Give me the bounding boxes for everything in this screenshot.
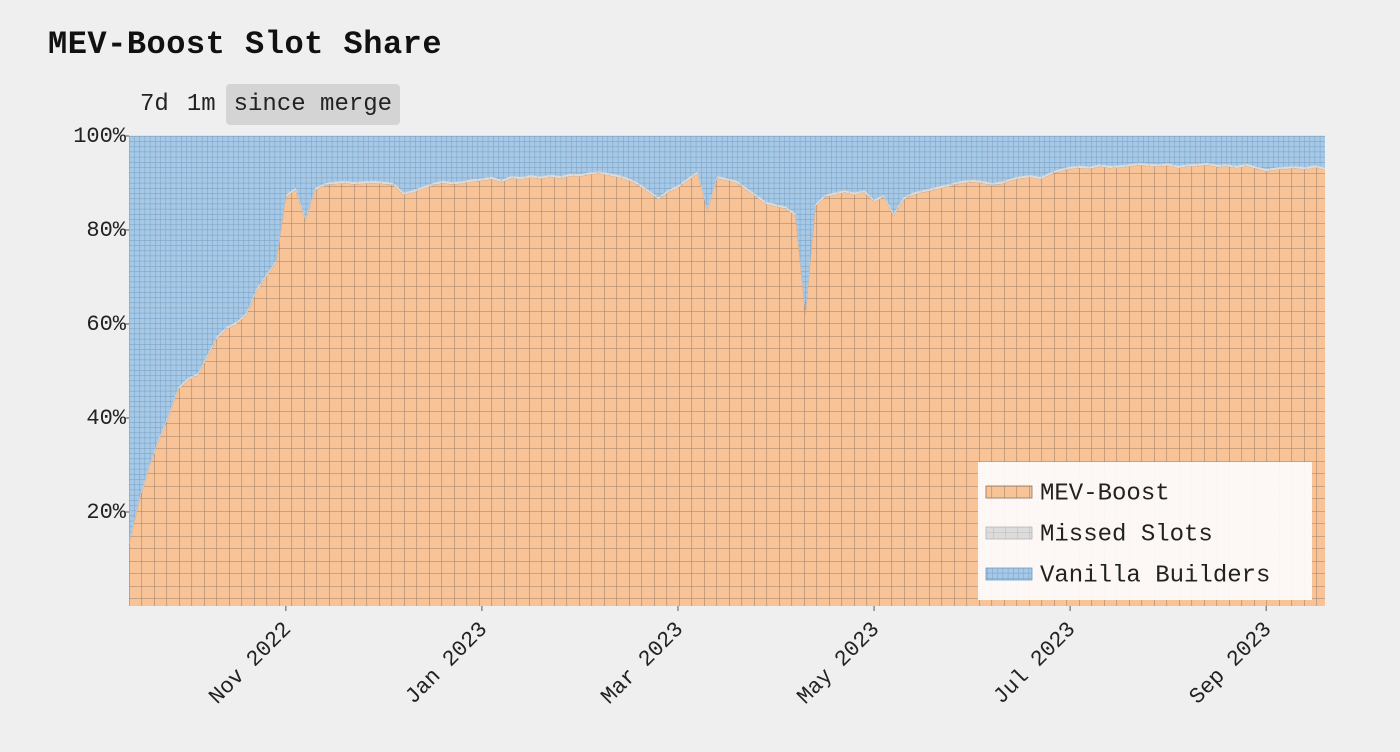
range-button[interactable]: since merge xyxy=(225,84,401,125)
y-tick-label: 60% xyxy=(86,312,126,337)
x-tick-label: Nov 2022 xyxy=(204,617,296,709)
x-tick-label: Jul 2023 xyxy=(989,617,1081,709)
area xyxy=(129,136,1325,543)
legend-label: Vanilla Builders xyxy=(1040,562,1270,589)
y-tick-label: 100% xyxy=(73,124,127,149)
x-tick-label: Jan 2023 xyxy=(401,617,493,709)
range-controls: 7d 1m since merge xyxy=(132,84,401,125)
legend-box xyxy=(978,462,1312,600)
range-button[interactable]: 1m xyxy=(186,91,216,118)
legend-label: Missed Slots xyxy=(1040,521,1213,548)
legend-swatch xyxy=(985,567,1033,581)
legend-label: MEV-Boost xyxy=(1040,480,1170,507)
x-tick-label: Sep 2023 xyxy=(1185,617,1277,709)
legend-swatch xyxy=(985,485,1033,499)
y-tick-label: 40% xyxy=(86,406,126,431)
legend-swatch xyxy=(985,526,1033,540)
chart-title: MEV-Boost Slot Share xyxy=(48,26,443,63)
y-tick-label: 20% xyxy=(86,500,126,525)
x-tick-label: Mar 2023 xyxy=(597,617,689,709)
range-button[interactable]: 7d xyxy=(140,91,169,118)
x-tick-label: May 2023 xyxy=(793,617,885,709)
y-tick-label: 80% xyxy=(86,218,126,243)
